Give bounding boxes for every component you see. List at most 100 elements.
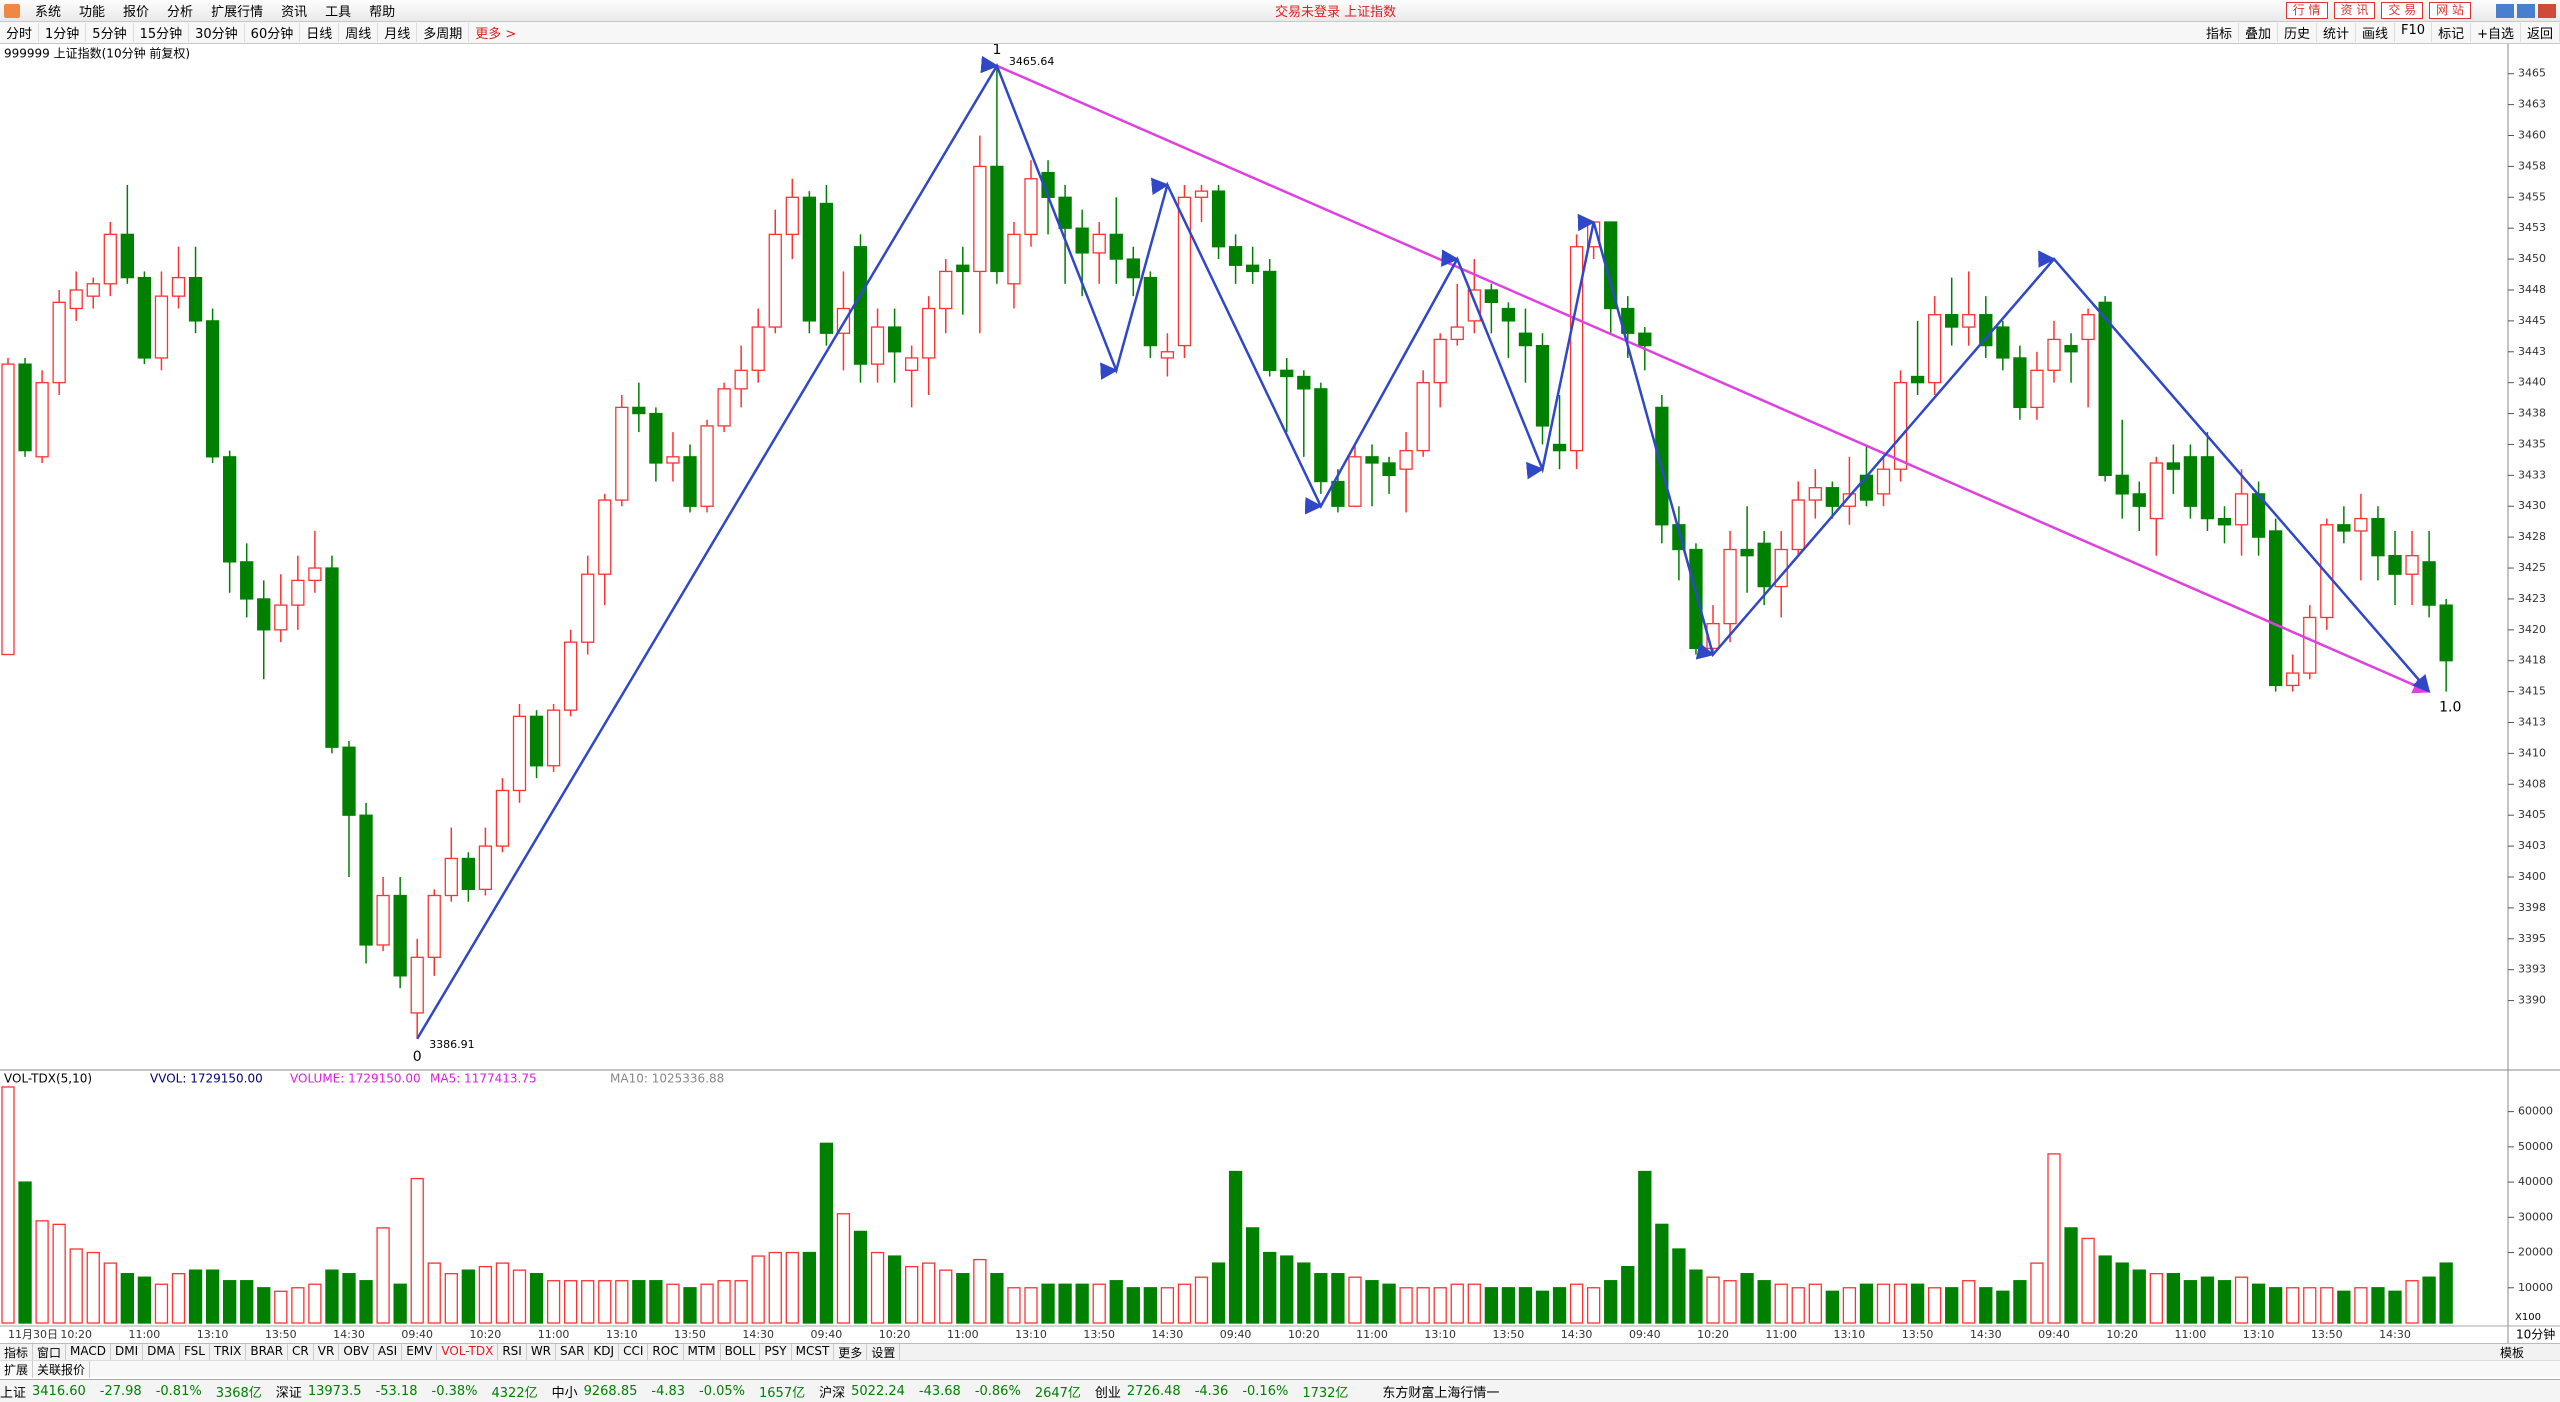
candle-body xyxy=(291,579,305,606)
period[interactable]: 1分钟 xyxy=(39,23,87,42)
candle-body xyxy=(2064,344,2078,353)
tool[interactable]: 标记 xyxy=(2432,23,2472,42)
indicator-tab[interactable]: ROC xyxy=(648,1343,684,1361)
menu-item[interactable]: 资讯 xyxy=(281,5,308,20)
indicator-tab[interactable]: DMI xyxy=(111,1343,144,1361)
menu-button[interactable]: 行 情 xyxy=(2285,2,2328,19)
volume-bar xyxy=(1433,1287,1447,1324)
tool[interactable]: +自选 xyxy=(2471,23,2521,42)
candle-body xyxy=(1092,233,1106,254)
indicator-tab[interactable]: MCST xyxy=(792,1343,835,1361)
indicator-tab[interactable]: BRAR xyxy=(246,1343,289,1361)
tools: 指标 叠加 历史 统计 画线 F10 标记 +自选 返回 xyxy=(2200,23,2560,42)
period[interactable]: 60分钟 xyxy=(245,23,301,42)
minimize[interactable] xyxy=(2496,3,2514,18)
time-label: 13:50 xyxy=(2311,1328,2343,1341)
volume-bar xyxy=(205,1269,220,1324)
indicator-tab[interactable]: TRIX xyxy=(210,1343,247,1361)
tool[interactable]: 返回 xyxy=(2521,23,2560,42)
template[interactable]: 模板 xyxy=(2499,1345,2524,1360)
menu-item[interactable]: 帮助 xyxy=(369,5,396,20)
menu-item[interactable]: 报价 xyxy=(123,5,150,20)
price-tick-label: 3453 xyxy=(2518,221,2546,234)
close[interactable] xyxy=(2538,3,2556,18)
indicator-tab[interactable]: KDJ xyxy=(589,1343,620,1361)
volume-bar xyxy=(1365,1280,1379,1324)
indicator-tab[interactable]: SAR xyxy=(556,1343,590,1361)
indicator-tab[interactable]: RSI xyxy=(498,1343,527,1361)
ext-tab[interactable]: 关联报价 xyxy=(33,1360,91,1378)
indicator-tab[interactable]: ASI xyxy=(374,1343,403,1361)
tool[interactable]: F10 xyxy=(2395,23,2433,42)
volume-bar xyxy=(512,1269,527,1324)
tool[interactable]: 叠加 xyxy=(2239,23,2278,42)
indicator-tab[interactable]: MACD xyxy=(66,1343,112,1361)
menu-item[interactable]: 系统 xyxy=(35,5,62,20)
indicator-tab[interactable]: 指标 xyxy=(0,1343,34,1361)
indicator-tab[interactable]: OBV xyxy=(339,1343,374,1361)
volume-bar xyxy=(86,1251,100,1324)
volume-bar xyxy=(700,1283,714,1324)
time-label: 10:20 xyxy=(470,1328,502,1341)
price-tick-label: 3450 xyxy=(2518,252,2546,265)
candle-body xyxy=(257,598,271,631)
candle-body xyxy=(1791,499,1805,551)
tool[interactable]: 指标 xyxy=(2200,23,2239,42)
indicator-tab[interactable]: VR xyxy=(314,1343,340,1361)
indicator-tab[interactable]: CCI xyxy=(619,1343,649,1361)
period[interactable]: 周线 xyxy=(339,23,379,42)
menu-item[interactable]: 扩展行情 xyxy=(211,5,264,20)
menu-item[interactable]: 工具 xyxy=(325,5,352,20)
period[interactable]: 多周期 xyxy=(417,23,470,42)
menu-button[interactable]: 资 讯 xyxy=(2333,2,2376,19)
volume-bar xyxy=(785,1251,799,1324)
indicator-tab[interactable]: WR xyxy=(527,1343,557,1361)
indicator-tab[interactable]: FSL xyxy=(180,1343,210,1361)
indicator-tab[interactable]: PSY xyxy=(760,1343,792,1361)
menu-item[interactable]: 分析 xyxy=(167,5,194,20)
volume-bar xyxy=(1825,1290,1839,1324)
price-tick-label: 3438 xyxy=(2518,407,2546,420)
candle-body xyxy=(427,894,441,958)
period[interactable]: 30分钟 xyxy=(189,23,245,42)
indicator-tab[interactable]: 设置 xyxy=(867,1343,901,1361)
indicator-tab[interactable]: MTM xyxy=(684,1343,721,1361)
period[interactable]: 日线 xyxy=(300,23,340,42)
more-periods[interactable]: 更多 > xyxy=(475,27,517,42)
indicator-tab[interactable]: 窗口 xyxy=(33,1343,67,1361)
price-tick-label: 3398 xyxy=(2518,901,2546,914)
candle-body xyxy=(1979,314,1993,347)
indicator-tab[interactable]: 更多 xyxy=(834,1343,868,1361)
period[interactable]: 5分钟 xyxy=(86,23,134,42)
menu-item[interactable]: 功能 xyxy=(79,5,106,20)
tool[interactable]: 统计 xyxy=(2317,23,2357,42)
candle-body xyxy=(2371,517,2385,557)
volume-bar xyxy=(2064,1227,2078,1324)
menu-button[interactable]: 交 易 xyxy=(2381,2,2424,19)
indicator-tab[interactable]: EMV xyxy=(402,1343,438,1361)
time-label: 13:10 xyxy=(606,1328,638,1341)
volume-bar xyxy=(1280,1255,1294,1324)
status-value: -0.38% xyxy=(431,1383,478,1399)
time-label: 14:30 xyxy=(2379,1328,2411,1341)
volume-bar xyxy=(1893,1283,1908,1324)
volume-bar xyxy=(2303,1287,2317,1324)
ext-tab[interactable]: 扩展 xyxy=(0,1360,34,1378)
maximize[interactable] xyxy=(2517,3,2535,18)
volume-bar xyxy=(1109,1280,1123,1324)
period[interactable]: 月线 xyxy=(378,23,418,42)
period[interactable]: 15分钟 xyxy=(134,23,190,42)
indicator-tab[interactable]: DMA xyxy=(143,1343,180,1361)
time-label: 14:30 xyxy=(742,1328,774,1341)
indicator-tab[interactable]: VOL-TDX xyxy=(437,1343,499,1361)
tool[interactable]: 历史 xyxy=(2278,23,2317,42)
indicator-tab[interactable]: CR xyxy=(288,1343,314,1361)
price-tick-label: 3455 xyxy=(2518,190,2546,203)
volume-bar xyxy=(444,1273,458,1324)
indicator-tab[interactable]: BOLL xyxy=(721,1343,761,1361)
period[interactable]: 分时 xyxy=(0,23,40,42)
tool[interactable]: 画线 xyxy=(2356,23,2396,42)
menu-button[interactable]: 网 站 xyxy=(2429,2,2471,19)
candle-body xyxy=(1501,307,1516,322)
